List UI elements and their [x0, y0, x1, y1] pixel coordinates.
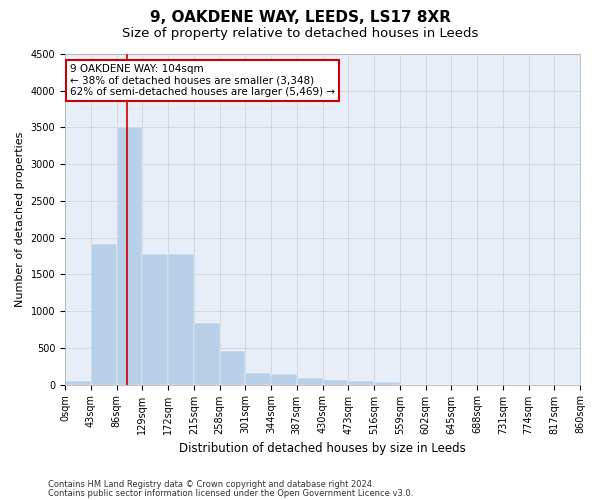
- Bar: [142, 254, 168, 384]
- Text: 9, OAKDENE WAY, LEEDS, LS17 8XR: 9, OAKDENE WAY, LEEDS, LS17 8XR: [149, 10, 451, 25]
- Text: Contains HM Land Registry data © Crown copyright and database right 2024.: Contains HM Land Registry data © Crown c…: [48, 480, 374, 489]
- Y-axis label: Number of detached properties: Number of detached properties: [15, 132, 25, 307]
- Bar: [245, 373, 271, 384]
- Bar: [271, 374, 297, 384]
- Text: Size of property relative to detached houses in Leeds: Size of property relative to detached ho…: [122, 28, 478, 40]
- Bar: [168, 254, 194, 384]
- Bar: [65, 382, 91, 384]
- Bar: [116, 128, 142, 384]
- X-axis label: Distribution of detached houses by size in Leeds: Distribution of detached houses by size …: [179, 442, 466, 455]
- Bar: [91, 244, 116, 384]
- Bar: [194, 323, 220, 384]
- Bar: [374, 382, 400, 384]
- Bar: [323, 380, 348, 384]
- Text: Contains public sector information licensed under the Open Government Licence v3: Contains public sector information licen…: [48, 488, 413, 498]
- Bar: [348, 380, 374, 384]
- Text: 9 OAKDENE WAY: 104sqm
← 38% of detached houses are smaller (3,348)
62% of semi-d: 9 OAKDENE WAY: 104sqm ← 38% of detached …: [70, 64, 335, 97]
- Bar: [220, 351, 245, 384]
- Bar: [297, 378, 323, 384]
